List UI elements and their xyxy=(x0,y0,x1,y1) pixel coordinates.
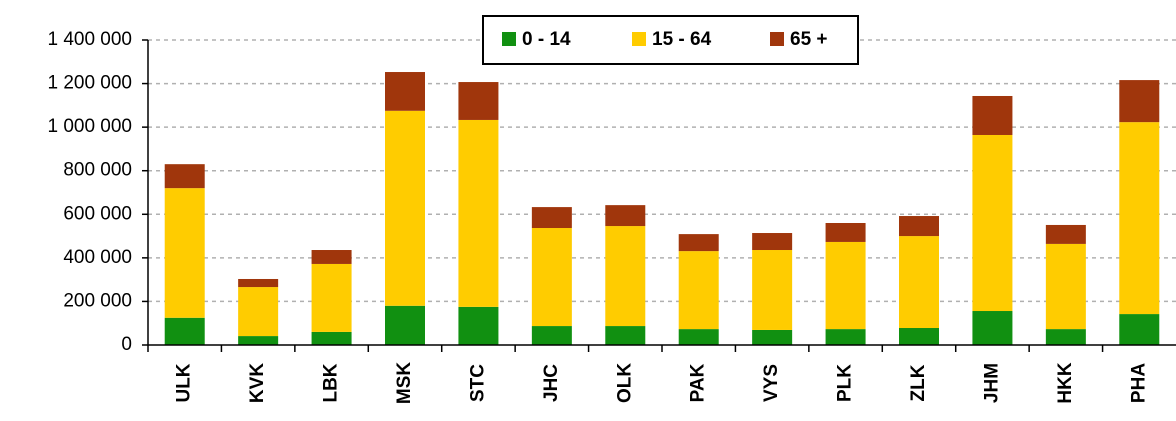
bar-segment xyxy=(678,251,719,330)
bar-segment xyxy=(825,241,866,330)
x-tick-label: OLK xyxy=(614,363,635,403)
x-tick-label: PAK xyxy=(688,363,709,402)
y-tick-label: 200 000 xyxy=(63,290,132,311)
y-tick-label: 1 200 000 xyxy=(47,73,132,94)
bar-segment xyxy=(531,326,572,345)
bar-segment xyxy=(1045,224,1086,244)
bar-segment xyxy=(752,233,793,251)
bar-segment xyxy=(752,329,793,345)
y-tick-label: 800 000 xyxy=(63,160,132,181)
bar-segment xyxy=(458,82,499,120)
bar-segment xyxy=(605,226,646,327)
bar-segment xyxy=(899,216,939,237)
bar-segment xyxy=(1045,243,1086,330)
bar-segment xyxy=(238,336,279,345)
bar-segment xyxy=(752,250,793,330)
bar-segment xyxy=(899,236,939,329)
legend-label: 65 + xyxy=(790,29,828,50)
bar-segment xyxy=(1119,314,1160,345)
bar-segment xyxy=(605,205,646,227)
bar-segment xyxy=(238,278,279,288)
legend-label: 15 - 64 xyxy=(652,29,712,50)
legend-swatch xyxy=(770,32,784,46)
bar-segment xyxy=(385,305,425,345)
bar-segment xyxy=(531,228,572,327)
y-tick-label: 0 xyxy=(121,334,132,355)
x-tick-label: HKK xyxy=(1055,362,1076,403)
bar-segment xyxy=(385,72,425,111)
bar-segment xyxy=(164,188,205,318)
bar-segment xyxy=(678,234,719,252)
bar-segment xyxy=(311,263,352,332)
x-tick-label: PLK xyxy=(835,364,856,402)
bar-segment xyxy=(1119,80,1160,123)
bar-segment xyxy=(311,250,352,264)
y-tick-label: 1 000 000 xyxy=(47,116,132,137)
bar-segment xyxy=(1045,329,1086,345)
x-tick-label: ZLK xyxy=(908,364,929,401)
bar-segment xyxy=(238,287,279,337)
bar-segment xyxy=(972,311,1013,345)
bar-segment xyxy=(458,306,499,345)
bar-segment xyxy=(605,326,646,345)
bar-segment xyxy=(972,95,1013,135)
y-tick-label: 1 400 000 xyxy=(47,29,132,50)
legend-box xyxy=(482,15,859,65)
bar-segment xyxy=(972,134,1013,312)
x-tick-label: JHM xyxy=(981,363,1002,403)
bar-segment xyxy=(458,119,499,307)
bar-segment xyxy=(678,329,719,345)
bar-segment xyxy=(899,328,939,345)
bar-segment xyxy=(531,207,572,229)
bar-segment xyxy=(311,331,352,345)
bar-segment xyxy=(825,329,866,345)
x-tick-label: VYS xyxy=(761,364,782,402)
legend-swatch xyxy=(502,32,516,46)
bar-segment xyxy=(825,223,866,242)
x-tick-label: JHC xyxy=(541,364,562,402)
y-tick-label: 400 000 xyxy=(63,247,132,268)
bar-segment xyxy=(164,164,205,189)
x-tick-label: STC xyxy=(467,364,488,402)
legend-label: 0 - 14 xyxy=(522,29,571,50)
bar-segment xyxy=(1119,122,1160,315)
x-tick-label: PHA xyxy=(1128,363,1149,403)
x-tick-label: ULK xyxy=(174,363,195,402)
bar-segment xyxy=(385,110,425,306)
x-tick-label: KVK xyxy=(247,363,268,403)
x-tick-label: LBK xyxy=(321,363,342,402)
y-tick-label: 600 000 xyxy=(63,203,132,224)
x-tick-label: MSK xyxy=(394,362,415,405)
bar-segment xyxy=(164,317,205,345)
legend-swatch xyxy=(632,32,646,46)
